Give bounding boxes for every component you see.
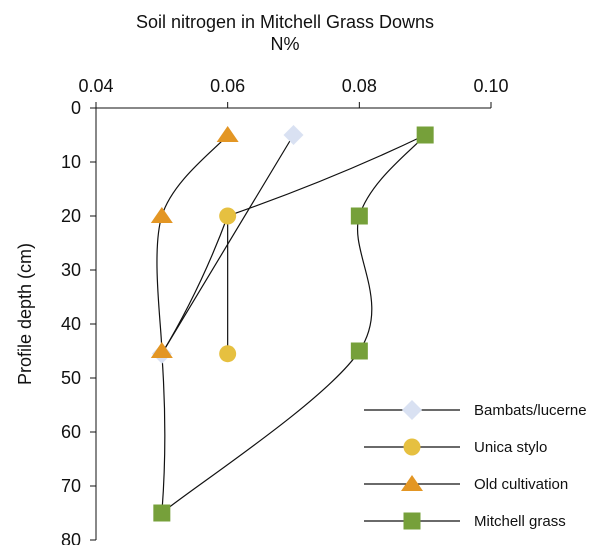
diamond-marker xyxy=(283,125,304,145)
legend-item: Old cultivation xyxy=(364,475,568,493)
legend-label: Unica stylo xyxy=(474,439,547,456)
x-tick-label: 0.06 xyxy=(210,76,245,96)
circle-marker xyxy=(219,345,237,363)
legend-label: Old cultivation xyxy=(474,476,568,493)
y-tick-label: 50 xyxy=(61,368,81,388)
series-line-mitchell-grass xyxy=(161,134,426,514)
legend-diamond-icon xyxy=(402,400,422,420)
triangle-marker xyxy=(150,342,173,358)
axes-group: 0.04 0.06 0.08 0.10 0 10 20 30 40 50 60 70 80 Profile… xyxy=(15,76,509,545)
square-marker xyxy=(350,342,368,360)
legend-square-icon xyxy=(403,512,421,530)
legend-label: Bambats/lucerne xyxy=(474,402,587,419)
y-tick-label: 60 xyxy=(61,422,81,442)
chart-subtitle: N% xyxy=(270,34,300,54)
y-tick-label: 20 xyxy=(61,206,81,226)
circle-marker xyxy=(219,207,237,225)
chart-title: Soil nitrogen in Mitchell Grass Downs xyxy=(135,12,435,32)
connector-line xyxy=(161,353,166,514)
y-tick-label: 30 xyxy=(61,260,81,280)
legend-item: Bambats/lucerne xyxy=(364,400,587,420)
y-tick-label: 70 xyxy=(61,476,81,496)
x-tick-label: 0.08 xyxy=(342,76,377,96)
square-marker xyxy=(416,126,434,144)
y-tick-label: 40 xyxy=(61,314,81,334)
y-tick-label: 80 xyxy=(61,530,81,545)
triangle-marker xyxy=(216,126,239,142)
connector-line xyxy=(227,134,426,217)
square-marker xyxy=(153,504,171,522)
connector-line xyxy=(161,215,229,355)
y-axis-label: Profile depth (cm) xyxy=(15,243,35,385)
square-marker xyxy=(350,207,368,225)
legend-item: Mitchell grass xyxy=(364,512,566,530)
legend-label: Mitchell grass xyxy=(474,513,566,530)
legend-item: Unica stylo xyxy=(364,438,547,456)
triangle-marker xyxy=(150,207,173,223)
x-tick-label: 0.04 xyxy=(78,76,113,96)
y-tick-label: 10 xyxy=(61,152,81,172)
markers-group xyxy=(150,125,434,522)
curves-group xyxy=(156,134,426,514)
legend: Bambats/lucerne Unica stylo Old cultivatio… xyxy=(364,400,587,530)
x-tick-label: 0.10 xyxy=(473,76,508,96)
legend-triangle-icon xyxy=(401,475,423,491)
y-tick-label: 0 xyxy=(71,98,81,118)
legend-circle-icon xyxy=(403,438,421,456)
